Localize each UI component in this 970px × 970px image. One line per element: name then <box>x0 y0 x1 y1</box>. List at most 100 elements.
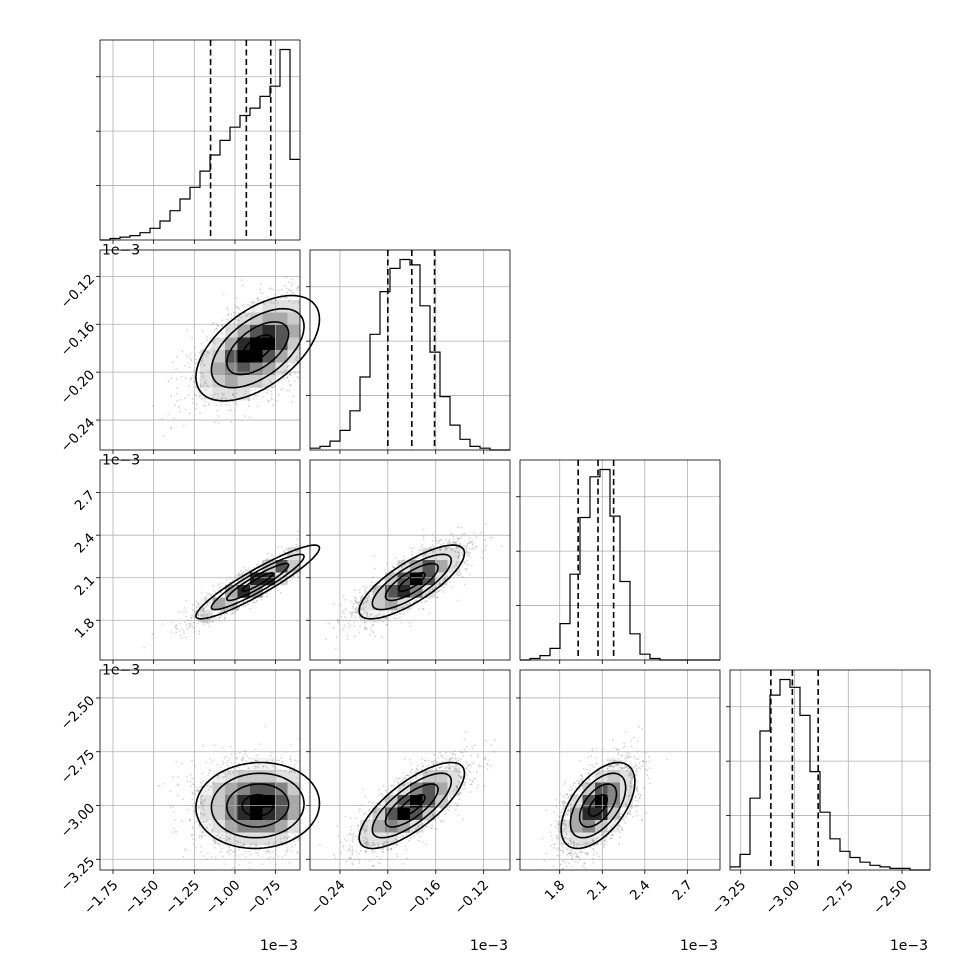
density-cell <box>250 337 263 351</box>
sample-point <box>415 767 418 770</box>
sample-point <box>351 852 354 855</box>
sample-point <box>372 811 375 814</box>
sample-point <box>325 814 327 816</box>
sample-point <box>455 546 458 549</box>
sample-point <box>322 310 324 312</box>
sample-point <box>362 839 365 842</box>
sample-point <box>313 553 315 555</box>
sample-point <box>266 558 269 560</box>
sample-point <box>246 599 249 601</box>
sample-point <box>597 835 599 838</box>
sample-point <box>566 838 569 840</box>
sample-point <box>459 574 461 576</box>
sample-point <box>238 848 241 851</box>
sample-point <box>222 746 225 749</box>
density-cell <box>435 770 448 783</box>
sample-point <box>209 348 212 351</box>
sample-point <box>417 839 420 842</box>
sample-point <box>243 764 246 767</box>
density-cell <box>262 807 276 821</box>
sample-point <box>364 841 367 844</box>
sample-point <box>316 343 318 345</box>
sample-point <box>248 861 251 864</box>
sample-point <box>266 595 268 598</box>
sample-point <box>366 825 369 828</box>
sample-point <box>424 549 427 551</box>
sample-point <box>296 776 298 779</box>
sample-point <box>603 844 606 846</box>
sample-point <box>364 591 367 594</box>
sample-point <box>197 603 200 605</box>
sample-point <box>248 304 251 306</box>
sample-point <box>560 815 563 817</box>
sample-point <box>221 847 224 850</box>
sample-point <box>235 577 238 580</box>
sample-point <box>280 756 283 759</box>
sample-point <box>627 774 630 777</box>
sample-point <box>567 842 570 845</box>
sample-point <box>413 601 415 603</box>
sample-point <box>627 795 630 798</box>
sample-point <box>416 833 419 836</box>
density-cell <box>275 782 288 796</box>
sample-point <box>218 844 221 847</box>
sample-point <box>326 799 328 801</box>
sample-point <box>616 753 619 756</box>
sample-point <box>442 580 445 582</box>
sample-point <box>561 809 563 812</box>
sample-point <box>200 614 202 616</box>
sample-point <box>557 854 560 857</box>
sample-point <box>242 601 245 603</box>
sample-point <box>267 843 270 846</box>
sample-point <box>216 323 219 326</box>
sample-point <box>173 819 176 821</box>
panel-grid <box>100 250 300 450</box>
sample-point <box>458 555 461 558</box>
sample-point <box>578 780 581 783</box>
sample-point <box>319 348 321 350</box>
sample-point <box>198 611 201 613</box>
sample-point <box>347 538 349 540</box>
sample-point <box>635 767 638 770</box>
panel-grid <box>310 670 510 870</box>
sample-point <box>447 764 450 766</box>
sample-point <box>255 765 258 768</box>
sample-point <box>468 547 471 550</box>
sample-point <box>463 781 466 784</box>
sample-point <box>452 752 454 755</box>
xtick-label-p3: −3.25 <box>709 877 750 918</box>
sample-point <box>213 329 216 331</box>
sample-point <box>363 585 365 588</box>
sample-point <box>214 840 217 843</box>
sample-point <box>200 802 203 805</box>
sample-point <box>425 771 428 774</box>
density-cell <box>275 300 288 313</box>
sample-point <box>456 804 458 807</box>
sample-point <box>190 359 193 362</box>
sample-point <box>576 846 579 848</box>
sample-point <box>607 830 609 833</box>
sample-point <box>475 770 478 773</box>
density-cell <box>250 770 263 783</box>
sample-point <box>203 596 206 599</box>
sample-point <box>229 849 232 852</box>
sample-point <box>402 835 405 838</box>
sample-point <box>374 567 376 570</box>
sample-point <box>621 768 624 771</box>
sample-point <box>194 630 196 633</box>
sample-point <box>233 767 236 770</box>
sample-point <box>578 782 580 785</box>
sample-point <box>325 815 327 817</box>
sample-point <box>256 563 259 565</box>
sample-point <box>245 315 248 317</box>
sample-point <box>298 300 300 303</box>
sample-point <box>393 846 396 848</box>
sample-point <box>393 567 396 569</box>
sample-point <box>359 850 362 852</box>
sample-point <box>312 549 314 551</box>
density-cell <box>237 350 251 363</box>
sample-point <box>385 617 387 620</box>
sample-point <box>171 361 174 363</box>
sample-point <box>175 368 178 370</box>
sample-point <box>582 865 584 867</box>
